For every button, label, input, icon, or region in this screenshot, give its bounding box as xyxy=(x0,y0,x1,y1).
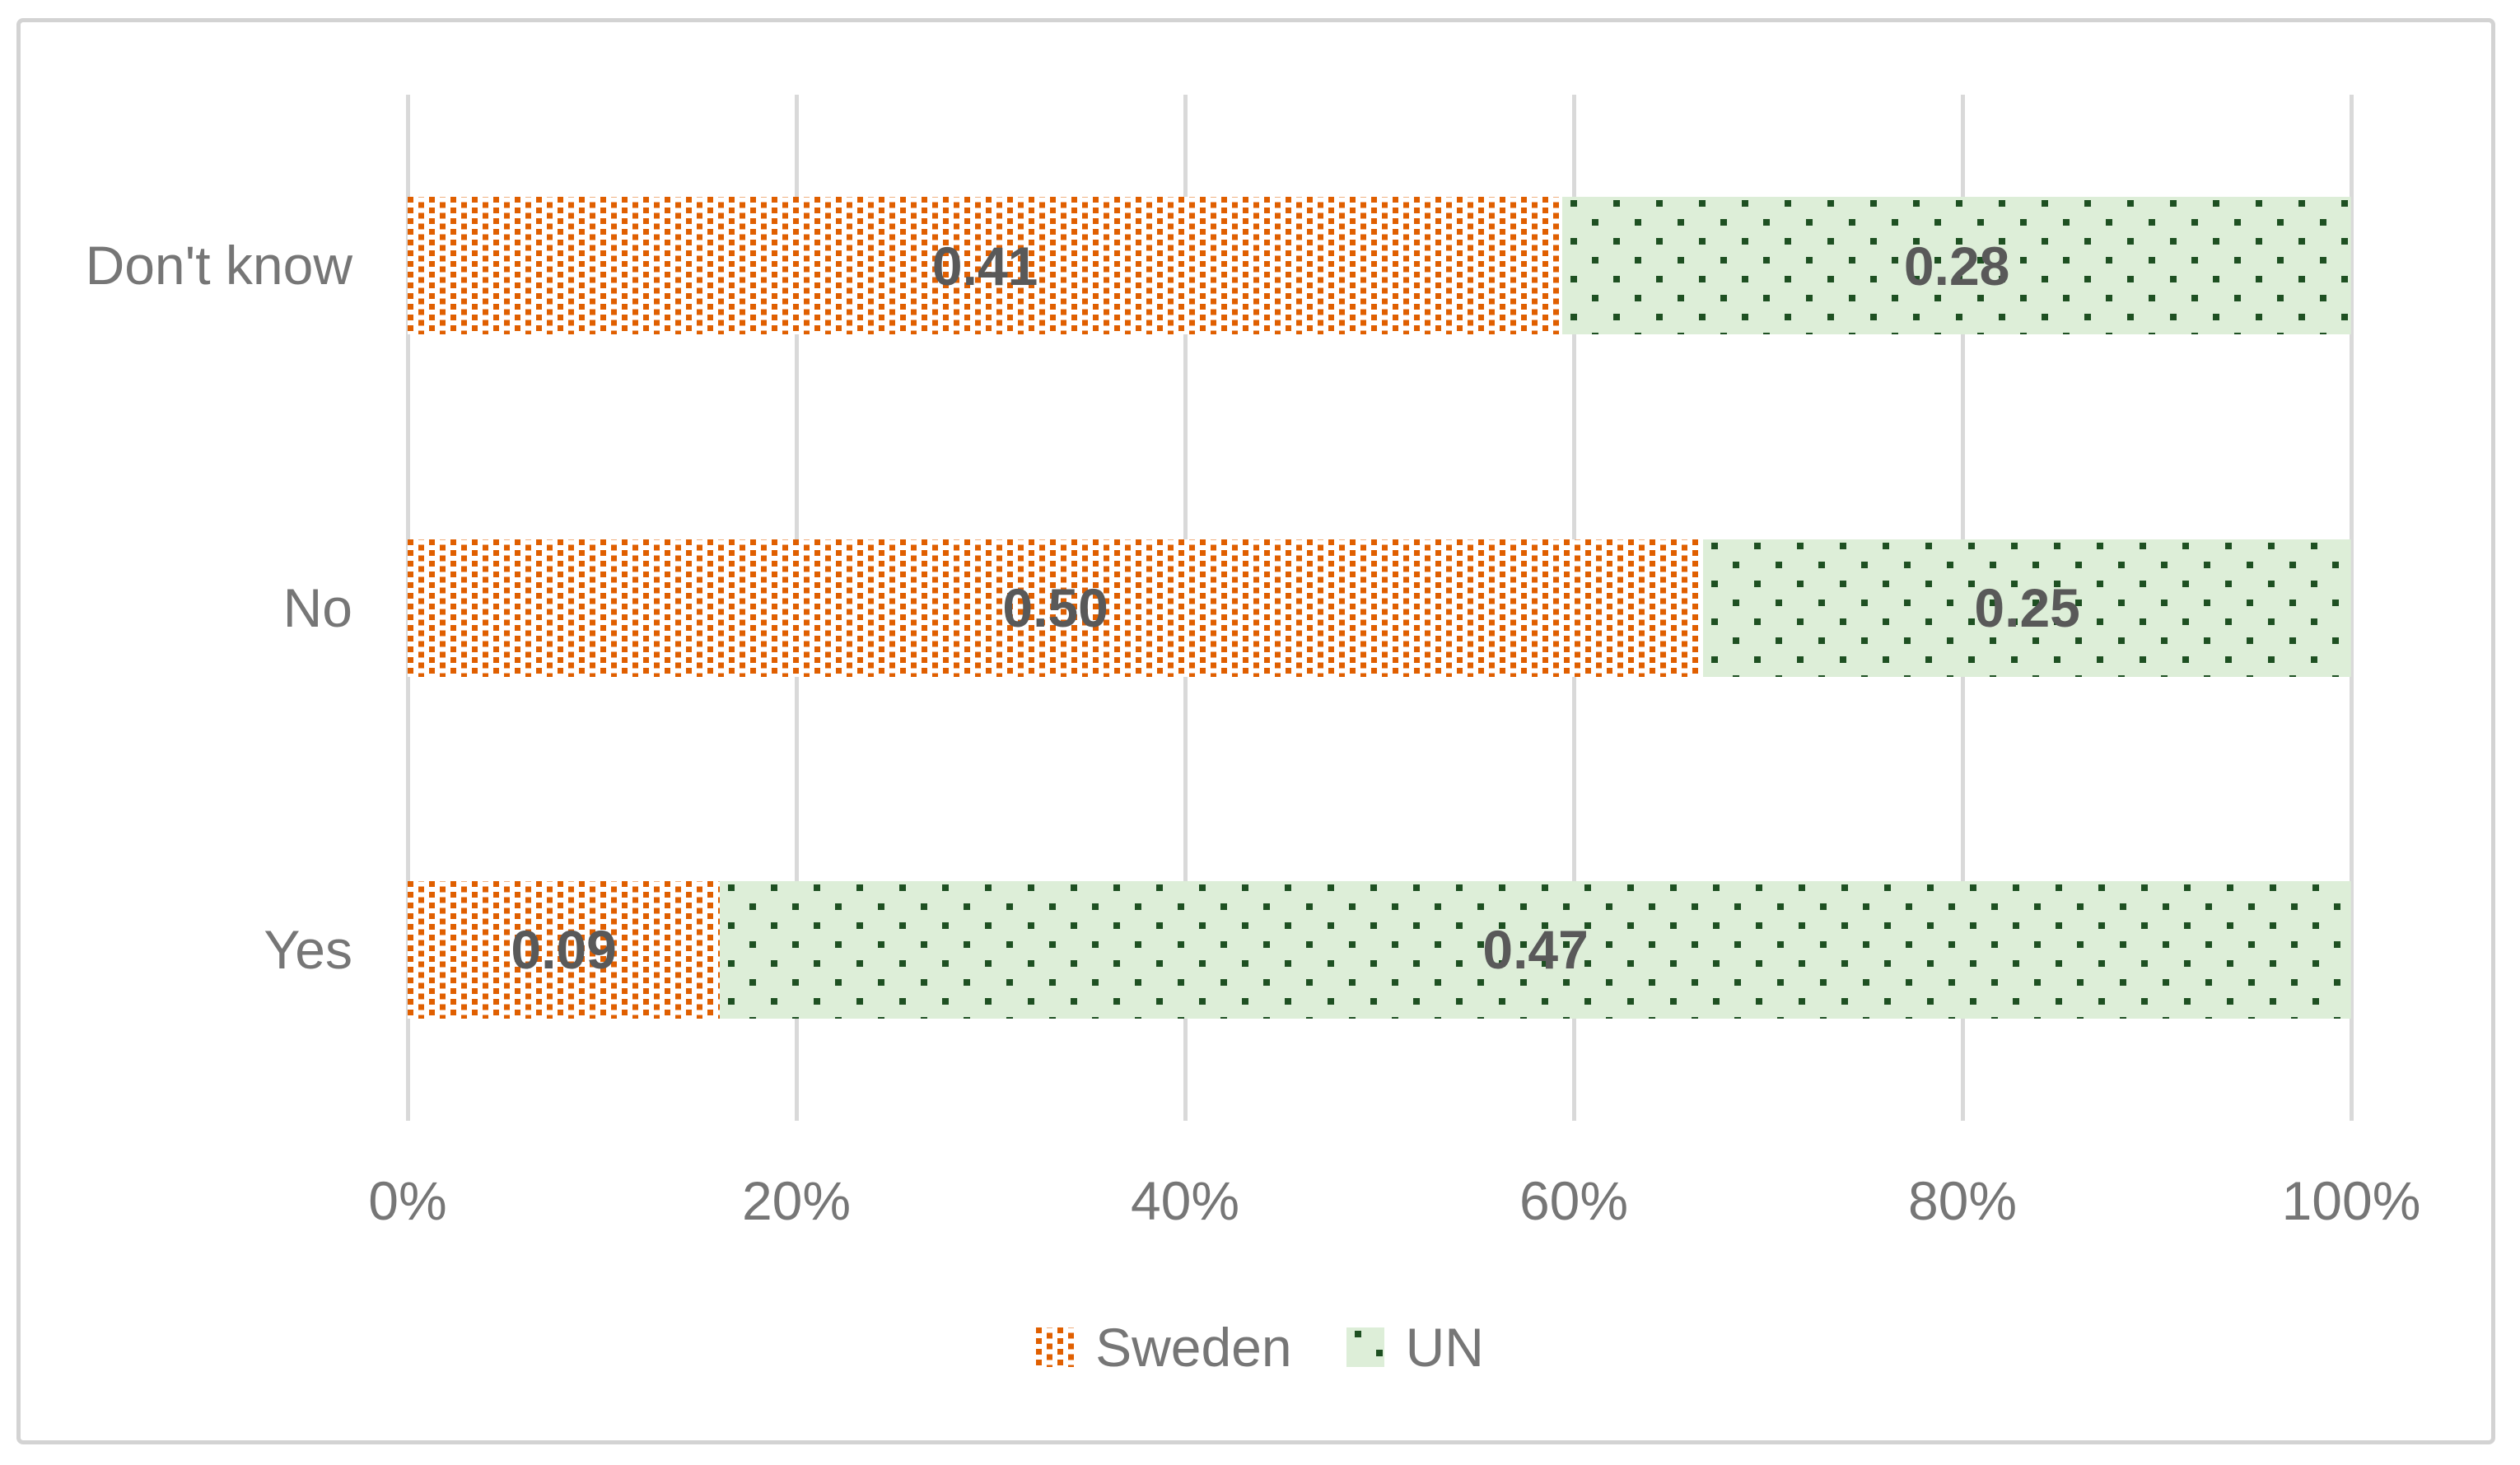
x-tick-label-40%: 40% xyxy=(1130,1170,1240,1231)
x-tick-label-80%: 80% xyxy=(1907,1170,2018,1231)
legend-label-un: UN xyxy=(1405,1317,1484,1378)
sweden-pattern-swatch-icon xyxy=(1036,1327,1075,1367)
bar-segment-sweden: 0.41 xyxy=(408,197,1563,335)
fine-orange-dots-fill xyxy=(408,880,721,1019)
data-label: 0.47 xyxy=(1482,919,1589,981)
legend: Sweden UN xyxy=(0,1316,2520,1379)
category-label-yes: Yes xyxy=(264,918,352,980)
bar-segment-sweden: 0.09 xyxy=(408,880,721,1019)
data-label: 0.50 xyxy=(1002,577,1108,638)
legend-item-un: UN xyxy=(1346,1316,1484,1379)
x-tick-label-100%: 100% xyxy=(2281,1170,2421,1231)
sparse-green-dots-fill xyxy=(1562,197,2351,335)
bar-segment-un: 0.25 xyxy=(1703,539,2351,677)
fine-orange-dots-fill xyxy=(408,197,1563,335)
x-tick-label-20%: 20% xyxy=(741,1170,852,1231)
bar-segment-un: 0.28 xyxy=(1562,197,2351,335)
bar-segment-un: 0.47 xyxy=(720,880,2351,1019)
sparse-green-dots-fill xyxy=(1703,539,2351,677)
data-label: 0.09 xyxy=(511,919,617,981)
data-label: 0.28 xyxy=(1903,235,2010,296)
bar-row-don-t-know: 0.41 0.28 xyxy=(408,197,2351,335)
category-label-no: No xyxy=(282,576,352,638)
data-label: 0.25 xyxy=(1974,577,2080,638)
bar-segment-sweden: 0.50 xyxy=(408,539,1704,677)
un-pattern-swatch-icon xyxy=(1346,1327,1384,1367)
bar-row-yes: 0.09 0.47 xyxy=(408,880,2351,1019)
x-tick-label-60%: 60% xyxy=(1519,1170,1629,1231)
fine-orange-dots-fill xyxy=(408,539,1704,677)
legend-item-sweden: Sweden xyxy=(1036,1316,1292,1379)
category-label-don-t-know: Don't know xyxy=(85,235,352,296)
sparse-green-dots-fill xyxy=(720,880,2351,1019)
gridline-100% xyxy=(2349,95,2354,1121)
x-tick-label-0%: 0% xyxy=(368,1170,447,1231)
legend-label-sweden: Sweden xyxy=(1095,1317,1292,1378)
data-label: 0.41 xyxy=(931,235,1038,296)
bar-row-no: 0.50 0.25 xyxy=(408,539,2351,677)
